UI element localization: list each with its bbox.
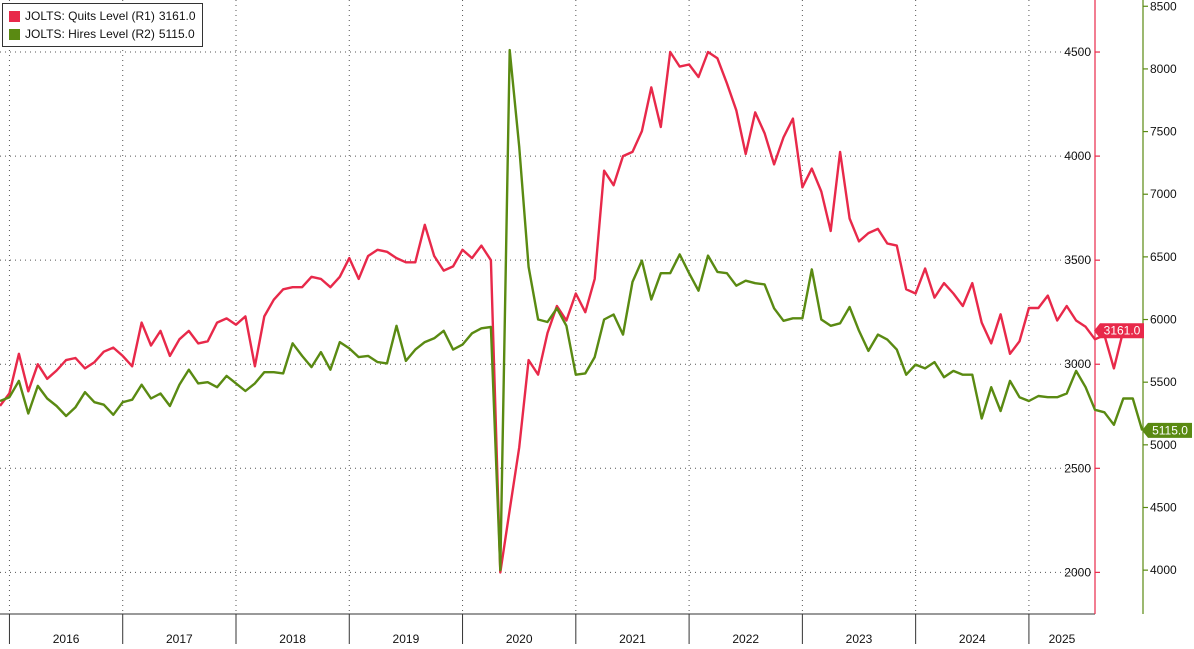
r1-tick-label: 2000 (1064, 565, 1091, 579)
r1-tick-label: 3000 (1064, 357, 1091, 371)
r1-tick-label: 3500 (1064, 253, 1091, 267)
x-tick-label: 2020 (506, 632, 533, 644)
r2-tick-label: 6500 (1150, 250, 1177, 264)
legend-value-hires: 5115.0 (158, 27, 195, 41)
r2-tick-label: 5000 (1150, 438, 1177, 452)
r2-tick-label: 8000 (1150, 62, 1177, 76)
r2-tick-label: 8500 (1150, 0, 1177, 13)
x-tick-label: 2025 (1049, 632, 1076, 644)
legend: JOLTS: Quits Level (R1) 3161.0 JOLTS: Hi… (2, 3, 203, 47)
legend-label-quits: JOLTS: Quits Level (R1) (25, 9, 155, 23)
r2-tick-label: 4500 (1150, 500, 1177, 514)
x-tick-label: 2018 (279, 632, 306, 644)
r2-tick-label: 6000 (1150, 313, 1177, 327)
x-tick-label: 2017 (166, 632, 193, 644)
legend-item-hires: JOLTS: Hires Level (R2) 5115.0 (9, 25, 196, 43)
last-value-tag-shape (1094, 323, 1144, 339)
legend-label-hires: JOLTS: Hires Level (R2) (25, 27, 155, 41)
x-tick-label: 2021 (619, 632, 646, 644)
x-tick-label: 2016 (53, 632, 80, 644)
last-value-tag-shape (1142, 422, 1192, 438)
series-lines (0, 48, 1144, 574)
r1-tick-label: 2500 (1064, 461, 1091, 475)
x-tick-label: 2023 (846, 632, 873, 644)
x-tick-label: 2024 (959, 632, 986, 644)
legend-swatch-hires (9, 28, 20, 40)
gridlines (0, 0, 1095, 614)
r2-tick-label: 7500 (1150, 125, 1177, 139)
quits-last-value-tag: 3161.0 (1094, 323, 1144, 339)
last-value-tag-text: 3161.0 (1104, 324, 1141, 338)
r2-tick-label: 5500 (1150, 375, 1177, 389)
legend-value-quits: 3161.0 (158, 9, 196, 23)
legend-swatch-quits (9, 10, 20, 22)
last-value-labels: 3161.0 5115.0 (1094, 323, 1192, 438)
r2-tick-label: 7000 (1150, 187, 1177, 201)
legend-item-quits: JOLTS: Quits Level (R1) 3161.0 (9, 7, 196, 25)
quits-series-line (0, 50, 1125, 574)
hires-series-line (0, 48, 1144, 572)
r2-tick-label: 4000 (1150, 563, 1177, 577)
last-value-tag-text: 5115.0 (1152, 423, 1188, 437)
x-tick-label: 2019 (393, 632, 420, 644)
r1-tick-label: 4500 (1064, 45, 1091, 59)
hires-last-value-tag: 5115.0 (1142, 422, 1192, 438)
x-tick-label: 2022 (732, 632, 759, 644)
r1-tick-label: 4000 (1064, 149, 1091, 163)
